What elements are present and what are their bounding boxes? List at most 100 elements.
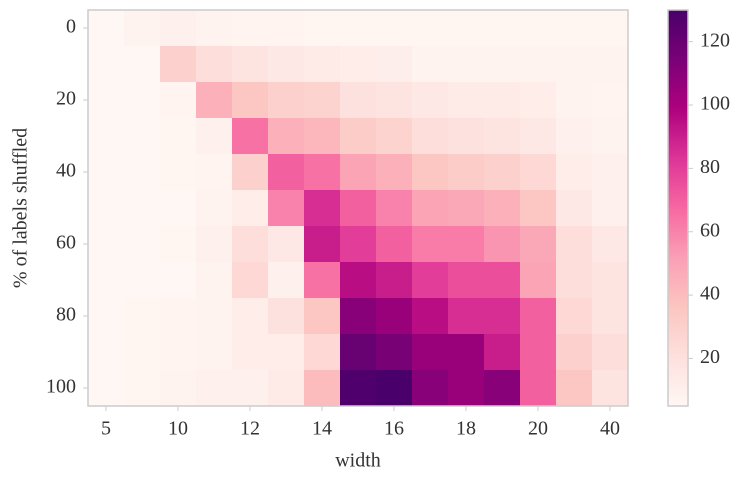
heatmap-cell	[304, 118, 341, 155]
heatmap-cell	[556, 190, 593, 227]
x-tick-label: 10	[168, 418, 188, 440]
heatmap-cell	[376, 334, 413, 371]
colorbar-tick-label: 20	[700, 346, 720, 368]
heatmap-cell	[592, 10, 629, 47]
heatmap-cell	[304, 82, 341, 119]
heatmap-cell	[196, 334, 233, 371]
heatmap-cell	[160, 82, 197, 119]
colorbar-tick-label: 80	[700, 156, 720, 178]
heatmap-cell	[556, 226, 593, 263]
heatmap-cell	[232, 190, 269, 227]
heatmap-cell	[268, 226, 305, 263]
heatmap-cell	[340, 226, 377, 263]
x-axis-label: width	[335, 450, 381, 472]
heatmap-cell	[484, 262, 521, 299]
x-tick-label: 12	[240, 418, 260, 440]
heatmap-cell	[376, 82, 413, 119]
heatmap-cell	[484, 46, 521, 83]
heatmap-cell	[520, 46, 557, 83]
heatmap-cell	[376, 298, 413, 335]
heatmap-cell	[448, 298, 485, 335]
heatmap-cell	[592, 118, 629, 155]
heatmap-cell	[124, 190, 161, 227]
heatmap-cell	[304, 334, 341, 371]
heatmap-cell	[592, 370, 629, 407]
heatmap-cell	[376, 190, 413, 227]
x-tick-label: 16	[384, 418, 404, 440]
heatmap-cell	[520, 10, 557, 47]
heatmap-cell	[448, 334, 485, 371]
heatmap-cell	[556, 118, 593, 155]
heatmap-cell	[160, 46, 197, 83]
heatmap-cell	[556, 370, 593, 407]
heatmap-cell	[520, 154, 557, 191]
heatmap-cell	[196, 226, 233, 263]
heatmap-cell	[448, 262, 485, 299]
colorbar-tick-label: 100	[700, 93, 730, 115]
heatmap-cell	[160, 226, 197, 263]
heatmap-cell	[304, 262, 341, 299]
heatmap-cell	[340, 154, 377, 191]
heatmap-cell	[448, 118, 485, 155]
heatmap-cell	[88, 262, 125, 299]
heatmap-cell	[88, 118, 125, 155]
heatmap-cell	[88, 226, 125, 263]
heatmap-cell	[124, 82, 161, 119]
heatmap-cell	[268, 46, 305, 83]
heatmap-cell	[412, 334, 449, 371]
plot-frame	[87, 9, 629, 407]
heatmap-cell	[484, 226, 521, 263]
heatmap-cell	[592, 82, 629, 119]
heatmap-cell	[232, 82, 269, 119]
heatmap-cell	[232, 118, 269, 155]
heatmap-cell	[304, 298, 341, 335]
heatmap-cell	[556, 298, 593, 335]
heatmap-cell	[232, 370, 269, 407]
heatmap-cell	[124, 262, 161, 299]
heatmap-cell	[376, 10, 413, 47]
heatmap-cell	[196, 46, 233, 83]
heatmap-cell	[196, 82, 233, 119]
heatmap-cell	[124, 46, 161, 83]
heatmap-cell	[484, 154, 521, 191]
heatmap-cell	[412, 10, 449, 47]
heatmap-cell	[448, 226, 485, 263]
heatmap-cell	[412, 226, 449, 263]
heatmap-cell	[232, 334, 269, 371]
heatmap-cell	[88, 298, 125, 335]
heatmap-cell	[88, 334, 125, 371]
heatmap-cell	[304, 10, 341, 47]
heatmap-cell	[376, 226, 413, 263]
y-tick-label: 100	[46, 376, 76, 398]
colorbar	[667, 9, 689, 407]
heatmap-cell	[232, 226, 269, 263]
heatmap-cell	[448, 10, 485, 47]
heatmap-cell	[196, 298, 233, 335]
heatmap-cell	[268, 262, 305, 299]
heatmap-cell	[160, 370, 197, 407]
colorbar-tick-label: 120	[700, 29, 730, 51]
heatmap-cell	[376, 154, 413, 191]
heatmap-cell	[268, 370, 305, 407]
heatmap-cell	[412, 46, 449, 83]
heatmap-cell	[556, 82, 593, 119]
heatmap-cell	[88, 46, 125, 83]
heatmap-cell	[556, 10, 593, 47]
heatmap-cell	[196, 154, 233, 191]
heatmap-cell	[412, 370, 449, 407]
heatmap-cell	[124, 118, 161, 155]
heatmap-cell	[556, 334, 593, 371]
heatmap-cell	[124, 298, 161, 335]
heatmap-cell	[340, 46, 377, 83]
heatmap-cell	[376, 118, 413, 155]
heatmap-cell	[88, 370, 125, 407]
heatmap-cell	[556, 154, 593, 191]
heatmap-cell	[340, 190, 377, 227]
heatmap-cell	[124, 226, 161, 263]
heatmap-cell	[124, 370, 161, 407]
heatmap-cell	[520, 262, 557, 299]
heatmap-cell	[592, 46, 629, 83]
heatmap-cell	[340, 298, 377, 335]
heatmap-cell	[268, 82, 305, 119]
heatmap-cell	[340, 334, 377, 371]
